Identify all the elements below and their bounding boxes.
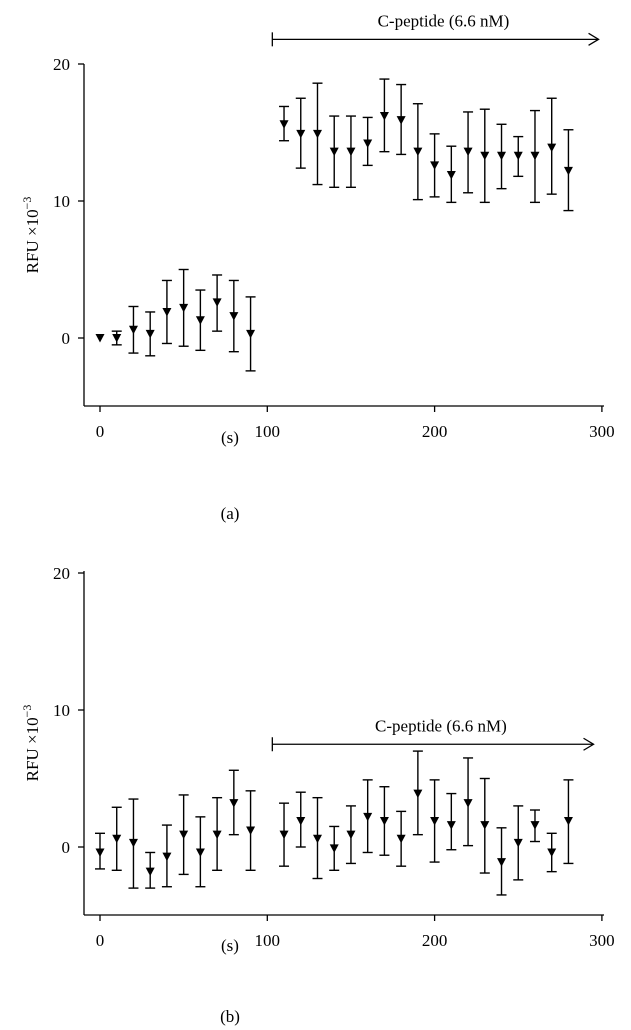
data-point bbox=[547, 143, 557, 153]
panel-label-a: (a) bbox=[221, 504, 240, 523]
data-point bbox=[497, 858, 507, 867]
data-point bbox=[413, 789, 423, 799]
x-tick-label: 0 bbox=[96, 422, 105, 441]
data-point bbox=[112, 834, 122, 844]
data-point bbox=[229, 312, 239, 321]
data-point bbox=[563, 166, 573, 176]
y-ticks: 0 10 20 bbox=[53, 55, 84, 348]
data-point bbox=[480, 821, 490, 830]
data-point bbox=[279, 120, 289, 129]
data-point bbox=[463, 147, 473, 157]
x-tick-label: 300 bbox=[589, 422, 615, 441]
y-axis-label-base: RFU ×10 bbox=[23, 717, 42, 781]
data-point bbox=[312, 834, 322, 844]
x-axis-label: (s) bbox=[221, 428, 239, 447]
treatment-arrow-head bbox=[583, 737, 595, 751]
data-point bbox=[162, 307, 172, 317]
panel-label-b: (b) bbox=[220, 1007, 240, 1026]
data-point bbox=[212, 298, 222, 307]
data-point bbox=[363, 139, 373, 148]
data-point bbox=[296, 129, 306, 139]
data-point bbox=[530, 151, 540, 161]
data-point bbox=[346, 147, 356, 157]
data-point bbox=[480, 151, 490, 161]
y-tick-label: 20 bbox=[53, 55, 70, 74]
y-axis-label: RFU ×10−3 bbox=[20, 705, 42, 782]
y-ticks: 0 10 20 bbox=[53, 564, 84, 857]
y-tick-label: 20 bbox=[53, 564, 70, 583]
y-axis-label-base: RFU ×10 bbox=[23, 209, 42, 273]
data-point bbox=[363, 812, 373, 822]
data-point bbox=[296, 816, 306, 826]
treatment-annotation: C-peptide (6.6 nM) bbox=[271, 11, 600, 47]
treatment-label: C-peptide (6.6 nM) bbox=[375, 716, 507, 735]
data-point bbox=[195, 848, 205, 857]
error-bars bbox=[111, 78, 574, 372]
data-point bbox=[145, 329, 155, 339]
x-tick-label: 200 bbox=[422, 931, 448, 950]
data-point bbox=[446, 821, 456, 830]
x-tick-label: 100 bbox=[255, 422, 281, 441]
data-point bbox=[329, 147, 339, 157]
data-point bbox=[145, 867, 155, 877]
data-point bbox=[497, 151, 507, 161]
y-tick-label: 10 bbox=[53, 192, 70, 211]
y-tick-label: 10 bbox=[53, 701, 70, 720]
data-point bbox=[246, 826, 256, 836]
x-tick-label: 200 bbox=[422, 422, 448, 441]
data-point bbox=[162, 852, 172, 862]
data-point bbox=[513, 838, 523, 848]
data-point bbox=[229, 799, 239, 808]
data-point bbox=[346, 830, 356, 840]
data-point bbox=[396, 834, 406, 844]
data-point bbox=[246, 329, 256, 339]
y-tick-label: 0 bbox=[62, 329, 71, 348]
data-point bbox=[513, 151, 523, 161]
treatment-arrow-head bbox=[588, 32, 600, 46]
x-tick-label: 100 bbox=[255, 931, 281, 950]
treatment-label: C-peptide (6.6 nM) bbox=[378, 11, 510, 30]
treatment-annotation: C-peptide (6.6 nM) bbox=[271, 716, 595, 752]
data-point bbox=[530, 821, 540, 830]
data-point bbox=[329, 844, 339, 853]
data-point bbox=[446, 170, 456, 180]
data-point bbox=[128, 838, 138, 848]
data-point bbox=[279, 830, 289, 840]
data-points bbox=[95, 112, 573, 343]
data-point bbox=[195, 316, 205, 325]
y-axis-label: RFU ×10−3 bbox=[20, 197, 42, 274]
data-point bbox=[95, 334, 105, 343]
data-point bbox=[379, 112, 389, 121]
x-tick-label: 0 bbox=[96, 931, 105, 950]
x-tick-label: 300 bbox=[589, 931, 615, 950]
data-point bbox=[95, 848, 105, 857]
x-axis-label: (s) bbox=[221, 936, 239, 955]
y-axis-label-exponent: −3 bbox=[20, 705, 34, 718]
data-point bbox=[179, 830, 189, 840]
data-point bbox=[547, 848, 557, 857]
data-point bbox=[179, 303, 189, 313]
data-point bbox=[112, 334, 122, 343]
data-points bbox=[95, 789, 573, 877]
y-axis-label-exponent: −3 bbox=[20, 197, 34, 210]
x-ticks: 0 100 200 300 bbox=[96, 915, 615, 950]
data-point bbox=[128, 325, 138, 335]
data-point bbox=[463, 799, 473, 808]
data-point bbox=[430, 161, 440, 170]
data-point bbox=[212, 830, 222, 840]
x-ticks: 0 100 200 300 bbox=[96, 406, 615, 441]
data-point bbox=[379, 816, 389, 826]
data-point bbox=[563, 816, 573, 826]
error-bars bbox=[95, 750, 574, 896]
data-point bbox=[413, 147, 423, 157]
data-point bbox=[430, 816, 440, 826]
data-point bbox=[396, 116, 406, 125]
y-tick-label: 0 bbox=[62, 838, 71, 857]
data-point bbox=[312, 129, 322, 139]
